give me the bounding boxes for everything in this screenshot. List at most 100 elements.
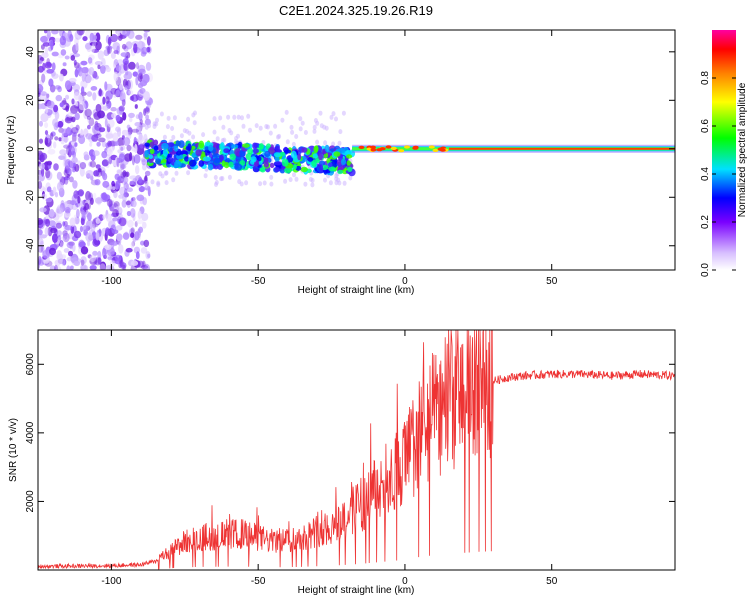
- spectrogram-cell: [78, 135, 86, 145]
- spectrogram-cell: [73, 260, 81, 266]
- spectrogram-cell: [97, 64, 101, 70]
- spectrogram-cell: [64, 80, 72, 90]
- spectrogram-cell: [104, 118, 108, 128]
- spectrogram-cell: [174, 170, 179, 176]
- spectrogram-cell: [144, 170, 151, 177]
- spectrogram-cell: [333, 151, 341, 157]
- spectrogram-cell: [135, 126, 141, 135]
- spectrogram-cell: [300, 166, 309, 173]
- spectrogram-cell: [130, 232, 135, 238]
- spectrogram-cell: [252, 148, 259, 154]
- snr-x-tick-label: -50: [251, 576, 266, 587]
- spectrogram-cell: [303, 181, 308, 187]
- spectrogram-cell: [232, 114, 237, 120]
- spectrogram-cell: [141, 159, 147, 166]
- spectrogram-cell: [152, 124, 157, 129]
- spectrogram-cell: [69, 217, 76, 227]
- snr-x-tick: 50: [546, 330, 558, 587]
- spectrogram-cell: [113, 190, 118, 199]
- spectrogram-cell: [38, 138, 44, 144]
- spectrogram-y-tick-label: 40: [25, 46, 36, 58]
- spectrogram-cell: [120, 30, 127, 35]
- spectrogram-y-tick: 20: [25, 94, 675, 106]
- colorbar-gradient: [712, 30, 736, 270]
- spectrogram-cell: [161, 142, 169, 150]
- spectrogram-cell: [102, 247, 107, 258]
- spectrogram-cell: [346, 160, 351, 166]
- spectrogram-cell: [135, 165, 140, 175]
- spectrogram-cell: [95, 32, 101, 42]
- spectrogram-cell: [49, 220, 56, 227]
- spectrogram-cell: [137, 39, 142, 49]
- spectrogram-cell: [149, 148, 155, 155]
- spectrogram-cell: [285, 139, 290, 145]
- snr-y-tick-label: 4000: [25, 421, 36, 444]
- spectrogram-cell: [52, 233, 58, 243]
- colorbar-tick: 0.0: [700, 263, 736, 277]
- spectrogram-cell: [107, 119, 115, 128]
- spectrogram-cell: [274, 145, 280, 152]
- spectrogram-cell: [133, 136, 137, 145]
- spectrogram-cell: [85, 133, 93, 140]
- spectrogram-cell: [52, 118, 59, 127]
- spectrogram-cell: [203, 173, 208, 179]
- spectrogram-cell: [144, 142, 151, 147]
- spectrogram-cell: [56, 204, 64, 214]
- spectrogram-cell: [72, 180, 78, 189]
- spectrogram-cell: [89, 160, 96, 168]
- spectrogram-cell: [126, 124, 131, 130]
- spectrogram-cell: [47, 226, 53, 237]
- spectrogram-x-tick: -50: [251, 30, 266, 287]
- spectrogram-cell: [80, 246, 89, 255]
- spectrogram-cell: [129, 117, 133, 123]
- spectrogram-cell: [341, 110, 346, 116]
- spectrogram-cell: [248, 127, 252, 133]
- spectrogram-cell: [105, 227, 110, 236]
- snr-y-tick: 2000: [25, 490, 675, 513]
- spectrogram-cell: [44, 61, 52, 69]
- colorbar-tick-label: 0.6: [700, 119, 711, 133]
- spectrogram-cell: [64, 201, 69, 208]
- spectrogram-cell: [44, 122, 49, 129]
- spectrogram-cell: [123, 63, 128, 71]
- spectrogram-cell: [170, 126, 175, 131]
- spectrogram-cell: [97, 50, 104, 60]
- spectrogram-cell: [246, 113, 251, 119]
- spectrogram-cell: [68, 176, 74, 183]
- spectrogram-cell: [63, 144, 71, 149]
- spectrogram-cell: [143, 263, 150, 270]
- spectrogram-cell: [93, 192, 97, 200]
- spectrogram-cell: [138, 111, 143, 121]
- spectrogram-cell: [51, 30, 59, 35]
- spectrogram-cell: [69, 159, 74, 168]
- snr-x-tick: 0: [402, 330, 408, 587]
- spectrogram-cell: [201, 132, 206, 138]
- spectrogram-cell: [172, 115, 177, 121]
- spectrogram-cell: [82, 36, 88, 42]
- colorbar-tick: 0.6: [700, 119, 736, 133]
- spectrogram-cell: [147, 253, 151, 258]
- spectrogram-cell: [54, 192, 59, 198]
- spectrogram-cell: [121, 98, 126, 107]
- spectrogram-cell: [134, 122, 141, 127]
- spectrogram-cell: [38, 84, 44, 93]
- spectrogram-cell: [337, 169, 344, 175]
- spectrogram-cell: [178, 140, 185, 149]
- spectrogram-cell: [98, 88, 102, 97]
- spectrogram-cell: [102, 214, 106, 220]
- spectrogram-cell: [138, 133, 144, 144]
- spectrogram-cell: [113, 71, 119, 82]
- spectrogram-cell: [142, 221, 147, 229]
- spectrogram-cell: [328, 180, 333, 186]
- spectrogram-cell: [104, 244, 112, 251]
- spectrogram-cell: [107, 140, 112, 148]
- spectrogram-cell: [73, 59, 77, 66]
- spectrogram-x-tick-label: 0: [402, 276, 408, 287]
- colorbar-tick-label: 0.2: [700, 215, 711, 229]
- spectrogram-cell: [132, 71, 138, 77]
- spectrogram-cell: [262, 180, 267, 186]
- spectrogram-cell: [71, 204, 78, 210]
- spectrogram-cell: [122, 30, 126, 39]
- spectrogram-cell: [328, 166, 336, 172]
- colorbar-tick: 0.8: [700, 71, 736, 85]
